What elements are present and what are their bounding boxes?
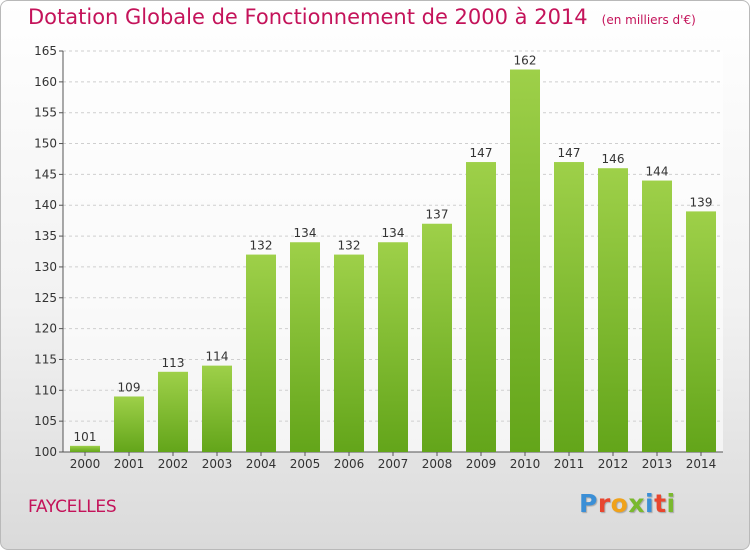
y-tick-label: 140 <box>34 198 57 212</box>
x-tick-label: 2003 <box>202 457 233 471</box>
y-tick-label: 100 <box>34 445 57 459</box>
bar <box>510 69 540 452</box>
data-label: 113 <box>162 356 185 370</box>
bar <box>422 223 452 452</box>
bar <box>378 242 408 452</box>
x-tick-label: 2011 <box>554 457 585 471</box>
x-tick-label: 2004 <box>246 457 277 471</box>
y-tick-label: 165 <box>34 44 57 58</box>
y-tick-label: 125 <box>34 291 57 305</box>
y-tick-label: 155 <box>34 106 57 120</box>
x-tick-label: 2009 <box>466 457 497 471</box>
data-label: 132 <box>250 239 273 253</box>
x-tick-label: 2010 <box>510 457 541 471</box>
logo-letter: o <box>610 489 629 518</box>
data-label: 132 <box>338 239 361 253</box>
y-tick-label: 110 <box>34 383 57 397</box>
logo-letter: i <box>666 489 676 518</box>
x-tick-label: 2012 <box>598 457 629 471</box>
bar <box>334 254 364 452</box>
bar-chart: 100 105 110 115 120 125 130 135 140 145 150 155 160 1… <box>34 44 723 471</box>
data-label: 134 <box>382 226 405 240</box>
proxiti-logo[interactable]: Proxiti <box>579 489 676 518</box>
x-tick-label: 2001 <box>114 457 145 471</box>
bar <box>290 242 320 452</box>
bar <box>466 162 496 453</box>
y-tick-label: 150 <box>34 137 57 151</box>
x-tick-label: 2013 <box>642 457 673 471</box>
data-label: 147 <box>558 146 581 160</box>
data-label: 109 <box>118 380 141 394</box>
bar <box>554 162 584 453</box>
bar <box>202 365 232 452</box>
y-tick-label: 145 <box>34 167 57 181</box>
y-tick-label: 120 <box>34 322 57 336</box>
bar <box>686 211 716 452</box>
bar <box>114 396 144 452</box>
commune-name: FAYCELLES <box>28 497 117 517</box>
x-tick-label: 2002 <box>158 457 189 471</box>
title-row: Dotation Globale de Fonctionnement de 20… <box>28 5 696 29</box>
y-tick-label: 115 <box>34 352 57 366</box>
logo-letter: x <box>628 489 645 518</box>
bar <box>642 180 672 453</box>
y-tick-label: 105 <box>34 414 57 428</box>
chart-title: Dotation Globale de Fonctionnement de 20… <box>28 5 588 29</box>
chart-unit: (en milliers d'€) <box>601 13 696 27</box>
logo-letter: i <box>645 489 655 518</box>
bar <box>598 168 628 452</box>
logo-letter: P <box>579 489 598 518</box>
x-tick-label: 2008 <box>422 457 453 471</box>
x-tick-label: 2014 <box>686 457 717 471</box>
data-label: 134 <box>294 226 317 240</box>
data-label: 101 <box>74 430 97 444</box>
bar <box>246 254 276 452</box>
x-tick-label: 2007 <box>378 457 409 471</box>
x-tick-label: 2005 <box>290 457 321 471</box>
y-tick-label: 135 <box>34 229 57 243</box>
data-label: 147 <box>470 146 493 160</box>
logo-letter: t <box>654 489 667 518</box>
data-label: 114 <box>206 350 229 364</box>
y-tick-label: 160 <box>34 75 57 89</box>
data-label: 139 <box>690 195 713 209</box>
y-tick-label: 130 <box>34 260 57 274</box>
data-label: 144 <box>646 165 669 179</box>
logo-letter: r <box>597 489 611 518</box>
bar <box>158 371 188 452</box>
bar <box>70 445 100 452</box>
data-label: 137 <box>426 208 449 222</box>
data-label: 162 <box>514 54 537 68</box>
x-tick-label: 2006 <box>334 457 365 471</box>
data-label: 146 <box>602 152 625 166</box>
x-tick-label: 2000 <box>70 457 101 471</box>
